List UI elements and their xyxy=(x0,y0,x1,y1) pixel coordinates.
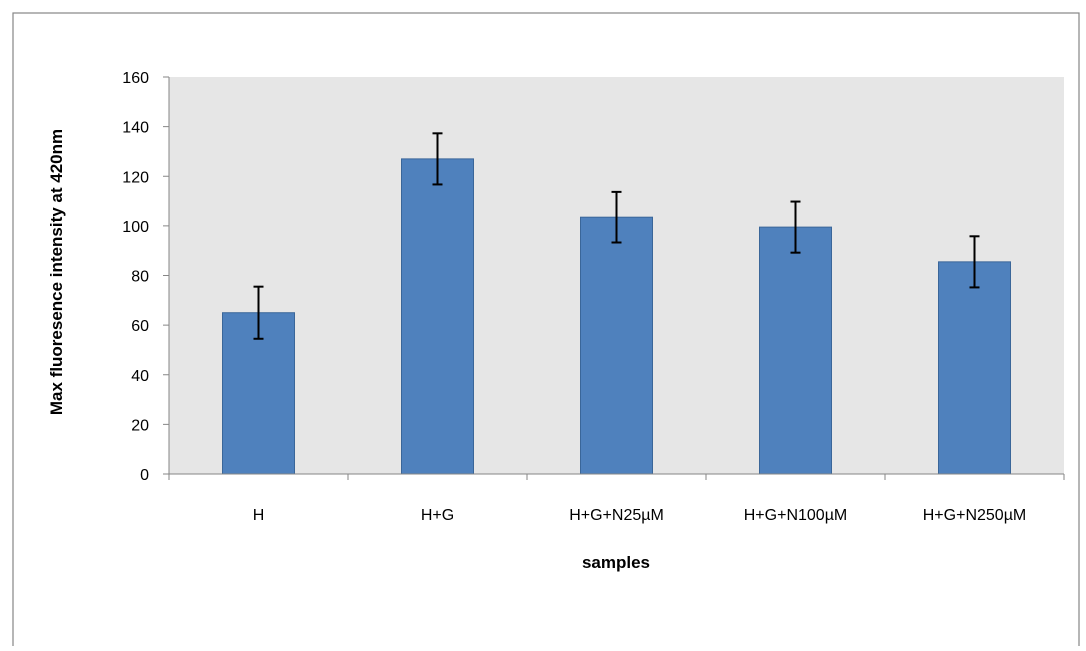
error-bar-1 xyxy=(253,285,264,340)
y-tick-label: 20 xyxy=(131,417,149,434)
error-bar-3 xyxy=(611,190,622,244)
y-tick-label: 40 xyxy=(131,368,149,385)
y-tick-label: 140 xyxy=(122,120,149,137)
x-tick-label: H+G+N250µM xyxy=(923,507,1026,524)
bar-4 xyxy=(759,226,832,475)
error-bar-5 xyxy=(969,235,980,289)
y-axis-title: Max fluoresence intensity at 420nm xyxy=(47,129,66,415)
bar-5 xyxy=(938,261,1011,475)
y-tick-labels: 0 20 40 60 80 100 120 140 160 xyxy=(122,70,149,484)
error-bars-layer xyxy=(253,132,980,340)
x-tick-label: H xyxy=(253,507,265,524)
y-tick-label: 100 xyxy=(122,219,149,236)
x-tick-label: H+G+N100µM xyxy=(744,507,847,524)
x-tick-label: H+G xyxy=(421,507,454,524)
x-axis-title: samples xyxy=(582,553,650,572)
y-tick-label: 80 xyxy=(131,269,149,286)
y-tick-label: 0 xyxy=(140,467,149,484)
bars-layer xyxy=(222,158,1011,475)
y-tick-label: 120 xyxy=(122,169,149,186)
y-tick-label: 60 xyxy=(131,318,149,335)
x-tick-label: H+G+N25µM xyxy=(569,507,664,524)
y-tick-label: 160 xyxy=(122,70,149,87)
bar-3 xyxy=(580,216,653,475)
x-tick-labels: H H+G H+G+N25µM H+G+N100µM H+G+N250µM xyxy=(253,507,1027,524)
bar-2 xyxy=(401,158,474,475)
error-bar-2 xyxy=(432,132,443,186)
error-bar-4 xyxy=(790,200,801,254)
axes-layer xyxy=(163,76,1065,480)
